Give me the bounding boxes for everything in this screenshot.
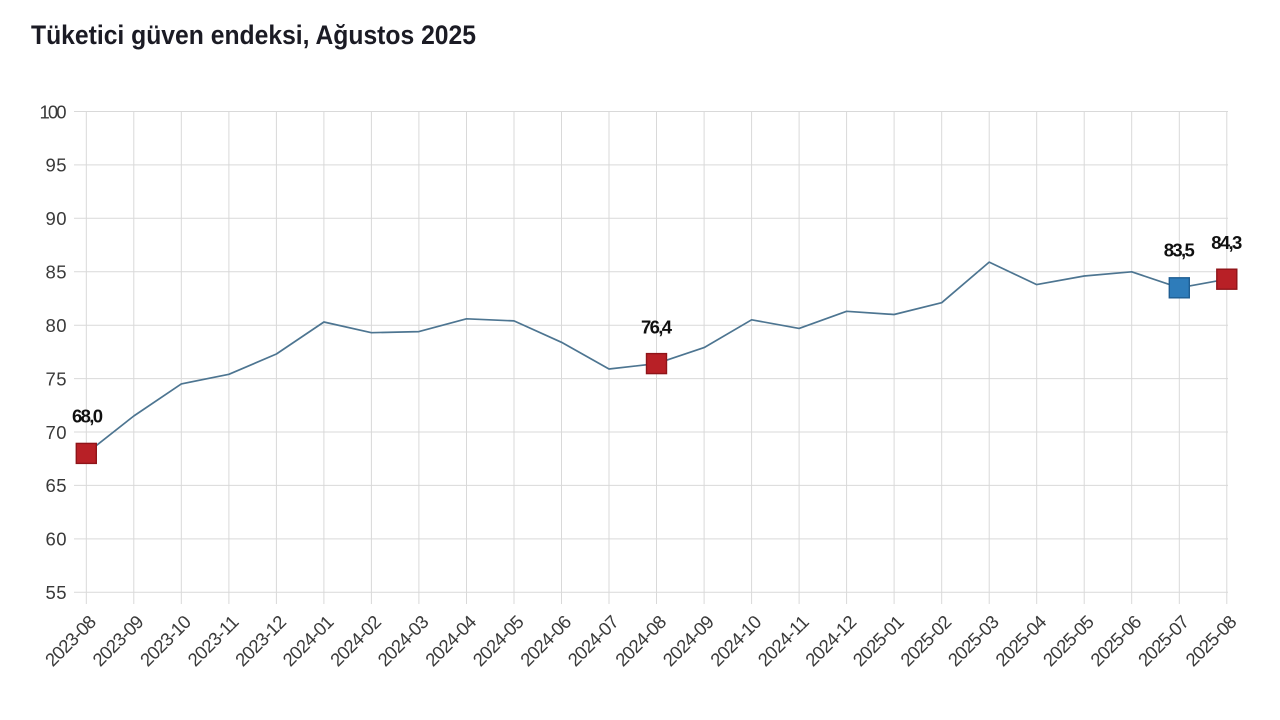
svg-text:Tüketici güven endeksi, Ağusto: Tüketici güven endeksi, Ağustos 2025 [31,20,476,50]
svg-text:68,0: 68,0 [72,406,103,427]
svg-text:76,4: 76,4 [641,316,673,337]
svg-text:100: 100 [40,101,67,122]
svg-text:84,3: 84,3 [1211,232,1242,253]
svg-text:83,5: 83,5 [1164,240,1195,261]
svg-text:70: 70 [46,422,67,443]
svg-text:80: 80 [46,315,67,336]
svg-text:90: 90 [46,208,67,229]
svg-text:60: 60 [46,529,67,550]
svg-text:75: 75 [46,368,67,389]
svg-text:95: 95 [46,155,67,176]
svg-text:55: 55 [46,582,67,603]
svg-text:65: 65 [46,475,67,496]
svg-text:85: 85 [46,262,67,283]
